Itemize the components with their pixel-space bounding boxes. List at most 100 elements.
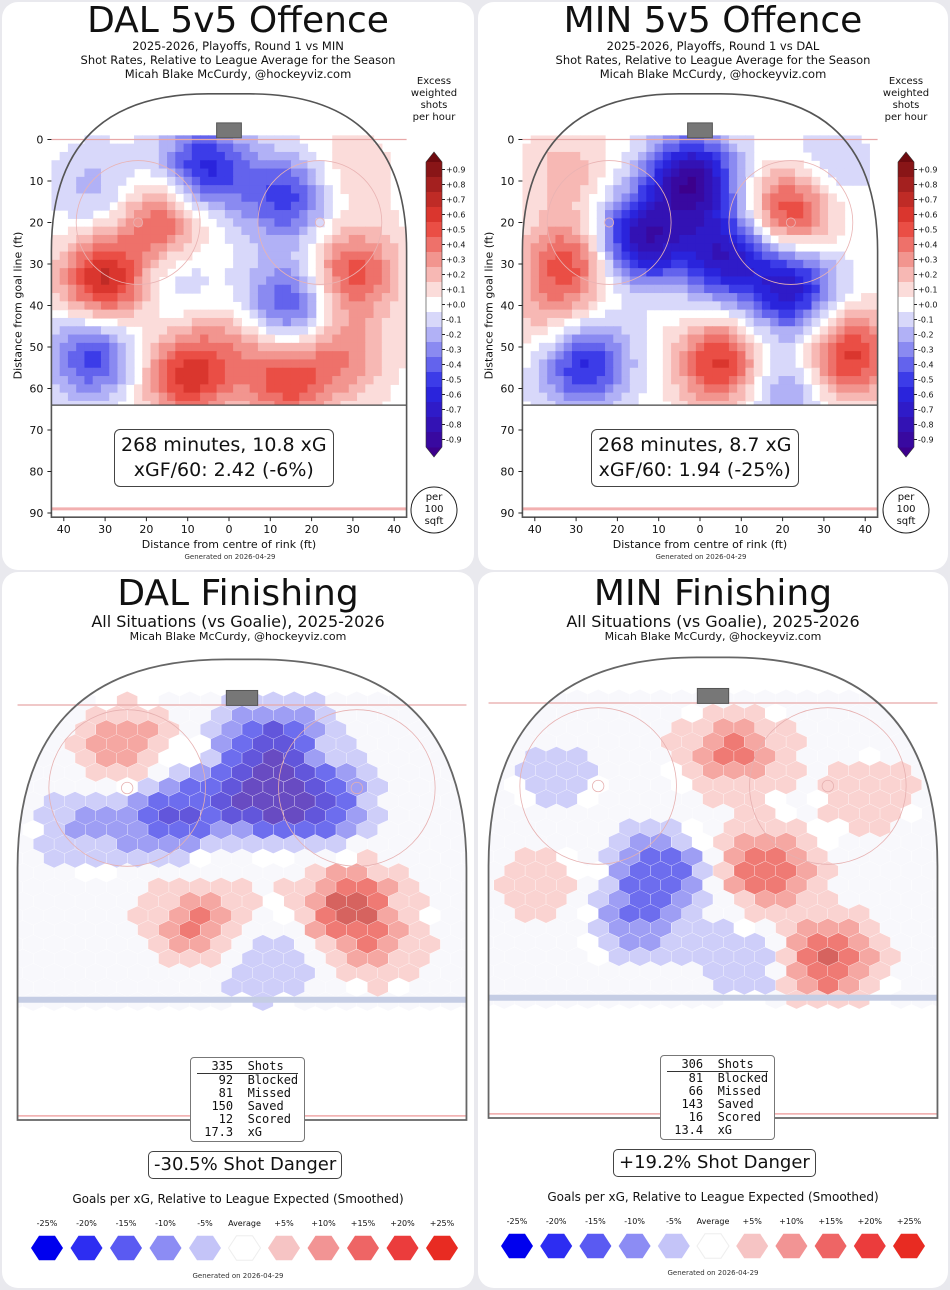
heatmap-cell	[125, 359, 135, 369]
hex-cell	[148, 820, 169, 840]
heatmap-cell	[357, 160, 366, 170]
heatmap-cell	[266, 284, 276, 294]
hex-cell	[765, 961, 786, 981]
heatmap-cell	[770, 218, 780, 228]
hex-cell	[796, 804, 818, 823]
hex-cell	[148, 791, 169, 811]
hex-cell	[755, 804, 776, 823]
heatmap-cell	[373, 367, 383, 377]
heatmap-cell	[51, 376, 61, 385]
heatmap-cell	[638, 317, 647, 327]
heatmap-cell	[274, 234, 284, 244]
heatmap-cell	[150, 160, 160, 170]
hex-cell	[85, 877, 107, 897]
heatmap-cell	[299, 326, 309, 336]
legend-swatch	[540, 1233, 573, 1259]
heatmap-cell	[167, 210, 176, 219]
heatmap-cell	[704, 243, 713, 253]
heatmap-cell	[563, 176, 573, 186]
hex-cell	[504, 889, 525, 909]
hex-cell	[440, 791, 461, 811]
heatmap-cell	[828, 276, 837, 286]
heatmap-cell	[745, 234, 755, 244]
hex-cell	[127, 934, 148, 954]
heatmap-cell	[786, 259, 796, 269]
heatmap-cell	[76, 185, 86, 195]
hex-cell	[608, 804, 630, 823]
heatmap-cell	[191, 234, 201, 244]
hex-cell	[755, 889, 776, 909]
heatmap-cell	[737, 234, 747, 244]
hex-cell	[461, 763, 467, 782]
heatmap-cell	[712, 301, 722, 311]
faceoff-dot	[350, 781, 363, 795]
heatmap-cell	[365, 210, 375, 219]
hex-cell	[650, 718, 671, 737]
heatmap-cell	[530, 384, 540, 394]
x-tick-label: 20	[305, 523, 319, 536]
heatmap-cell	[373, 176, 383, 186]
hex-cell	[848, 961, 870, 981]
heatmap-cell	[679, 317, 689, 327]
heatmap-cell	[828, 268, 837, 278]
heatmap-cell	[571, 168, 581, 178]
hex-cell	[273, 906, 294, 925]
hex-cell	[608, 889, 630, 909]
heatmap-cell	[348, 218, 358, 228]
heatmap-cell	[398, 234, 407, 244]
colorbar-tick-label: +0.0	[918, 301, 937, 310]
heatmap-cell	[844, 160, 854, 170]
heatmap-cell	[51, 160, 61, 170]
heatmap-cell	[555, 317, 565, 327]
heatmap-cell	[357, 359, 366, 369]
heatmap-cell	[662, 210, 672, 219]
heatmap-cell	[92, 351, 102, 361]
heatmap-cell	[770, 309, 780, 319]
heatmap-cell	[241, 176, 251, 186]
hex-cell	[765, 818, 786, 838]
heatmap-cell	[836, 259, 846, 269]
heatmap-cell	[390, 243, 399, 253]
colorbar-top-arrow	[898, 152, 914, 162]
heatmap-cell	[365, 176, 375, 186]
heatmap-cell	[84, 301, 94, 311]
hex-cell	[692, 889, 713, 909]
heatmap-cell	[125, 234, 135, 244]
heatmap-cell	[844, 326, 854, 336]
heatmap-cell	[92, 176, 102, 186]
hex-cell	[190, 963, 211, 983]
heatmap-cell	[357, 392, 366, 402]
heatmap-cell	[646, 251, 656, 261]
heatmap-cell	[621, 259, 631, 269]
heatmap-cell	[117, 201, 127, 211]
faceoff-dot	[133, 217, 144, 228]
heatmap-cell	[522, 176, 532, 186]
colorbar-tick-label: +0.6	[446, 211, 465, 220]
heatmap-cell	[596, 226, 606, 236]
hex-cell	[817, 804, 839, 823]
colorbar-swatch	[898, 177, 914, 193]
hex-cell	[430, 863, 451, 883]
hex-cell	[786, 761, 807, 780]
heatmap-cell	[117, 243, 127, 253]
heatmap-cell	[216, 342, 226, 352]
hex-cell	[23, 820, 44, 840]
hex-cell	[817, 918, 839, 938]
hex-cell	[619, 703, 640, 723]
heatmap-cell	[191, 342, 201, 352]
y-tick-label: 20	[500, 217, 514, 230]
heatmap-cell	[811, 342, 821, 352]
heatmap-cell	[588, 151, 598, 161]
hex-cell	[525, 689, 546, 709]
heatmap-cell	[836, 251, 846, 261]
heatmap-cell	[150, 226, 160, 236]
heatmap-cell	[538, 234, 548, 244]
heatmap-cell	[530, 293, 540, 302]
heatmap-cell	[588, 334, 598, 344]
hex-cell	[284, 977, 305, 997]
heatmap-cell	[662, 143, 672, 153]
heatmap-cell	[522, 392, 532, 402]
hex-cell	[577, 961, 598, 981]
summary-box: 268 minutes, 10.8 xG xGF/60: 2.42 (-6%)	[114, 429, 334, 487]
hex-cell	[786, 703, 807, 723]
